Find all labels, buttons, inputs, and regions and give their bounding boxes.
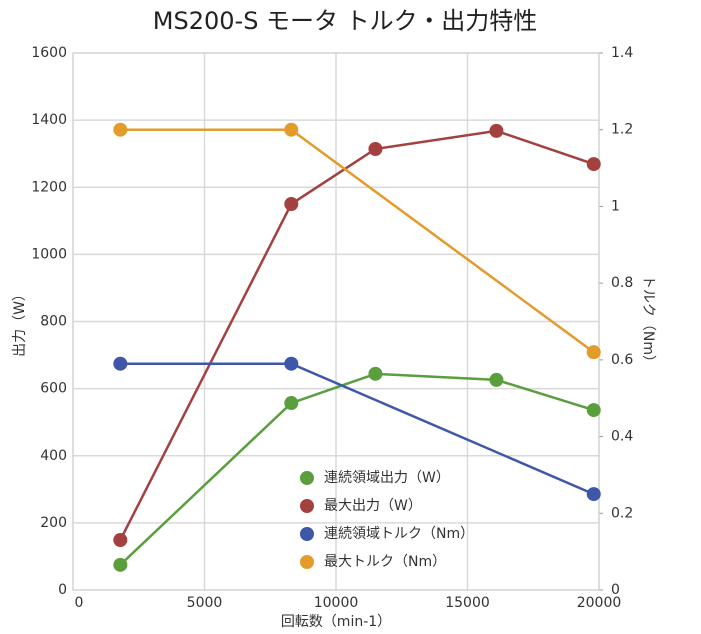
y-tick-label: 0 — [58, 582, 67, 598]
legend-marker — [300, 527, 314, 541]
chart-title: MS200-S モータ トルク・出力特性 — [153, 7, 537, 35]
legend-label: 最大トルク（Nm） — [324, 554, 446, 570]
y2-axis-title: トルク（Nm） — [640, 275, 656, 369]
x-tick-label: 0 — [75, 595, 84, 611]
x-axis-title: 回転数（min-1） — [281, 614, 391, 630]
y2-tick-label: 0.2 — [611, 505, 633, 521]
data-point — [284, 396, 299, 411]
y-axis-title: 出力（W） — [12, 287, 28, 357]
data-point — [586, 487, 601, 502]
data-point — [368, 141, 383, 156]
y2-tick-label: 0.6 — [611, 352, 633, 368]
data-point — [113, 122, 128, 137]
x-tick-label: 10000 — [314, 595, 359, 611]
y-tick-label: 1400 — [31, 112, 67, 128]
data-point — [586, 345, 601, 360]
data-point — [113, 557, 128, 572]
legend-marker — [300, 499, 314, 513]
data-point — [586, 157, 601, 172]
y2-tick-label: 1 — [611, 198, 620, 214]
y2-tick-label: 0.8 — [611, 275, 633, 291]
x-tick-label: 5000 — [187, 595, 223, 611]
y2-tick-label: 1.4 — [611, 45, 633, 61]
data-point — [586, 403, 601, 418]
data-point — [489, 372, 504, 387]
y2-tick-label: 1.2 — [611, 122, 633, 138]
y-tick-label: 1000 — [31, 246, 67, 262]
data-point — [284, 356, 299, 371]
y-tick-label: 400 — [40, 448, 67, 464]
y2-tick-label: 0.4 — [611, 429, 633, 445]
y-tick-label: 200 — [40, 515, 67, 531]
legend-label: 連続領域出力（W） — [324, 469, 450, 486]
y-tick-label: 1200 — [31, 179, 67, 195]
data-point — [113, 356, 128, 371]
data-point — [489, 123, 504, 138]
x-tick-label: 15000 — [445, 595, 490, 611]
y2-tick-label: 0 — [611, 582, 620, 598]
y-tick-label: 1600 — [31, 45, 67, 61]
data-point — [284, 197, 299, 212]
legend-label: 最大出力（W） — [324, 498, 422, 514]
y-tick-label: 800 — [40, 314, 67, 330]
legend-marker — [300, 555, 314, 569]
y-tick-label: 600 — [40, 381, 67, 397]
data-point — [368, 366, 383, 381]
data-point — [284, 122, 299, 137]
data-point — [113, 532, 128, 547]
legend-label: 連続領域トルク（Nm） — [324, 525, 474, 542]
legend-marker — [300, 471, 314, 485]
plot-frame — [72, 52, 600, 591]
x-tick-label: 20000 — [577, 595, 622, 611]
